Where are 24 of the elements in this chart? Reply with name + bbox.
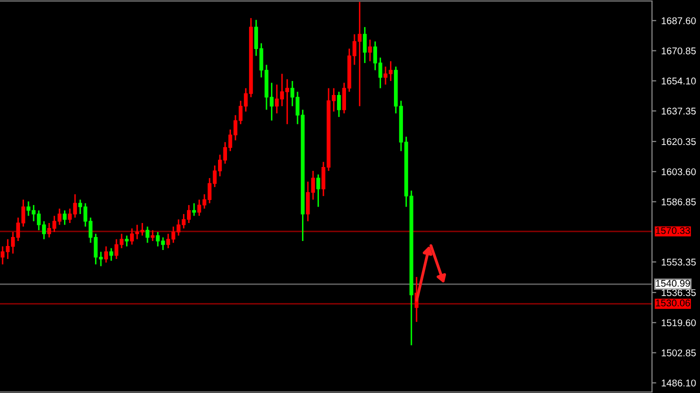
y-tick-label: 1687.60 xyxy=(662,17,696,24)
y-tick-label: 1603.60 xyxy=(662,168,696,176)
y-tick-label: 1519.60 xyxy=(662,319,696,326)
y-tick-label: 1620.35 xyxy=(662,138,696,146)
candlestick xyxy=(146,226,150,244)
candlestick xyxy=(368,38,372,62)
y-tick-label: 1637.35 xyxy=(662,108,696,115)
candlestick xyxy=(337,91,341,118)
y-tick-label: 1654.10 xyxy=(662,78,696,84)
y-tick-label: 1553.35 xyxy=(662,258,696,266)
y-tick-label: 1502.85 xyxy=(662,349,696,356)
candlestick xyxy=(124,234,129,248)
candlestick xyxy=(362,26,367,64)
ref-line-label: 1530.06 xyxy=(656,300,690,306)
ref-line-label: 1540.99 xyxy=(656,280,690,287)
candlestick xyxy=(192,202,196,217)
candlestick xyxy=(316,174,320,208)
y-tick-label: 1536.35 xyxy=(662,289,696,296)
y-tick-label: 1486.10 xyxy=(662,380,696,386)
candlestick xyxy=(104,246,108,264)
ref-line-label: 1570.33 xyxy=(656,227,690,234)
candlestick xyxy=(62,210,67,226)
y-tick-label: 1670.85 xyxy=(662,47,696,54)
y-tick-label: 1586.85 xyxy=(662,198,696,206)
